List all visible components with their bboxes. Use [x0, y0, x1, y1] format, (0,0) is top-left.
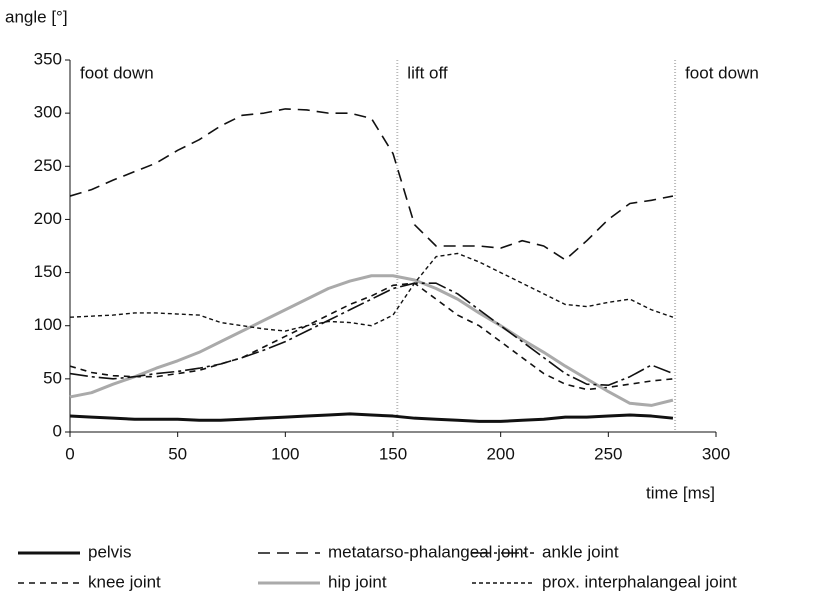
- x-tick-label: 50: [168, 444, 187, 463]
- legend-label: ankle joint: [542, 542, 619, 561]
- series-line: [69, 412, 674, 423]
- y-tick-label: 350: [34, 49, 62, 68]
- y-tick-label: 100: [34, 315, 62, 334]
- series-line: [69, 108, 674, 261]
- legend-label: prox. interphalangeal joint: [542, 572, 737, 591]
- x-tick-label: 250: [594, 444, 622, 463]
- series-line: [69, 274, 674, 407]
- x-axis-label: time [ms]: [646, 483, 715, 502]
- series-line: [69, 282, 674, 391]
- y-tick-label: 200: [34, 209, 62, 228]
- event-label: foot down: [80, 63, 154, 82]
- x-tick-label: 0: [65, 444, 74, 463]
- y-tick-label: 300: [34, 103, 62, 122]
- x-tick-label: 100: [271, 444, 299, 463]
- y-tick-label: 0: [53, 421, 62, 440]
- x-tick-label: 300: [702, 444, 730, 463]
- legend-label: hip joint: [328, 572, 387, 591]
- y-tick-label: 150: [34, 262, 62, 281]
- x-tick-label: 200: [486, 444, 514, 463]
- legend-label: knee joint: [88, 572, 161, 591]
- series-line: [69, 252, 674, 332]
- y-axis-label: angle [°]: [5, 7, 68, 26]
- legend-label: pelvis: [88, 542, 131, 561]
- event-label: foot down: [685, 63, 759, 82]
- y-tick-label: 250: [34, 156, 62, 175]
- event-label: lift off: [407, 63, 448, 82]
- y-tick-label: 50: [43, 368, 62, 387]
- legend-label: metatarso-phalangeal joint: [328, 542, 529, 561]
- series-line: [69, 282, 674, 387]
- x-tick-label: 150: [379, 444, 407, 463]
